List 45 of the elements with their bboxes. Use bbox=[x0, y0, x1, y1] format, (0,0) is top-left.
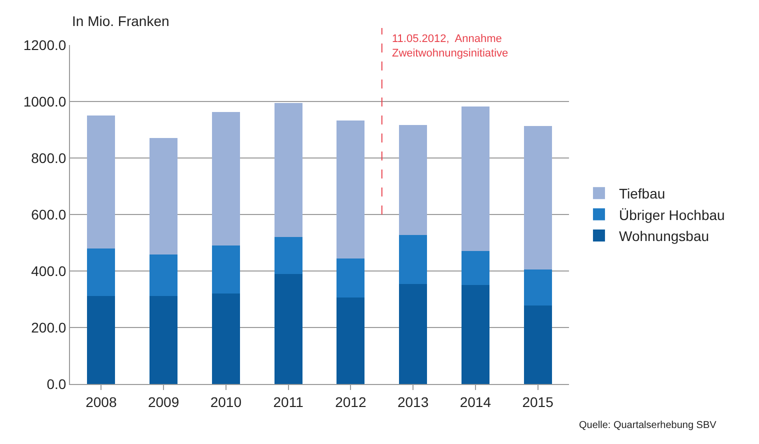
bar bbox=[150, 296, 178, 384]
bar bbox=[399, 124, 428, 236]
bar bbox=[524, 305, 552, 384]
bar bbox=[524, 126, 552, 270]
bar bbox=[336, 298, 365, 384]
x-tick-label: 2012 bbox=[335, 394, 366, 410]
legend-label: Übriger Hochbau bbox=[618, 206, 725, 223]
bar bbox=[212, 245, 240, 294]
y-tick-label: 400.0 bbox=[31, 262, 66, 279]
x-tick-label: 2011 bbox=[273, 394, 304, 410]
x-tick-label: 2009 bbox=[148, 394, 180, 410]
bar bbox=[461, 106, 490, 251]
x-tick-label: 2010 bbox=[210, 394, 242, 410]
bar bbox=[150, 254, 178, 296]
y-tick-label: 1000.0 bbox=[23, 93, 66, 110]
bar bbox=[274, 237, 302, 274]
bar bbox=[150, 138, 178, 254]
x-tick-label: 2014 bbox=[460, 394, 492, 410]
x-tick-label: 2015 bbox=[522, 394, 554, 410]
bar bbox=[87, 248, 116, 296]
bar bbox=[87, 296, 116, 384]
y-tick-label: 600.0 bbox=[31, 206, 66, 222]
bar bbox=[212, 112, 240, 246]
bar bbox=[87, 116, 116, 249]
x-tick-label: 2013 bbox=[397, 394, 429, 410]
y-tick-label: 0.0 bbox=[46, 376, 66, 392]
y-tick-label: 200.0 bbox=[31, 319, 66, 336]
bar bbox=[461, 284, 490, 384]
x-tick-label: 2008 bbox=[86, 394, 117, 410]
bar bbox=[336, 258, 365, 298]
source-note: Quelle: Quartalserhebung SBV bbox=[579, 420, 717, 431]
annotation: 11.05.2012, Annahme Zweitwohnungsinitiative bbox=[392, 33, 508, 60]
y-tick-label: 1200.0 bbox=[23, 36, 66, 53]
bar bbox=[399, 284, 428, 384]
y-axis-title: In Mio. Franken bbox=[72, 13, 170, 29]
bar bbox=[524, 269, 552, 306]
legend-label: Wohnungsbau bbox=[618, 228, 710, 244]
bar bbox=[274, 103, 302, 238]
bar bbox=[399, 235, 428, 284]
bar bbox=[274, 274, 302, 384]
bar bbox=[461, 250, 490, 285]
bar bbox=[336, 120, 365, 258]
y-tick-label: 800.0 bbox=[31, 150, 66, 166]
bar bbox=[212, 294, 240, 384]
legend-label: Tiefbau bbox=[618, 186, 666, 202]
